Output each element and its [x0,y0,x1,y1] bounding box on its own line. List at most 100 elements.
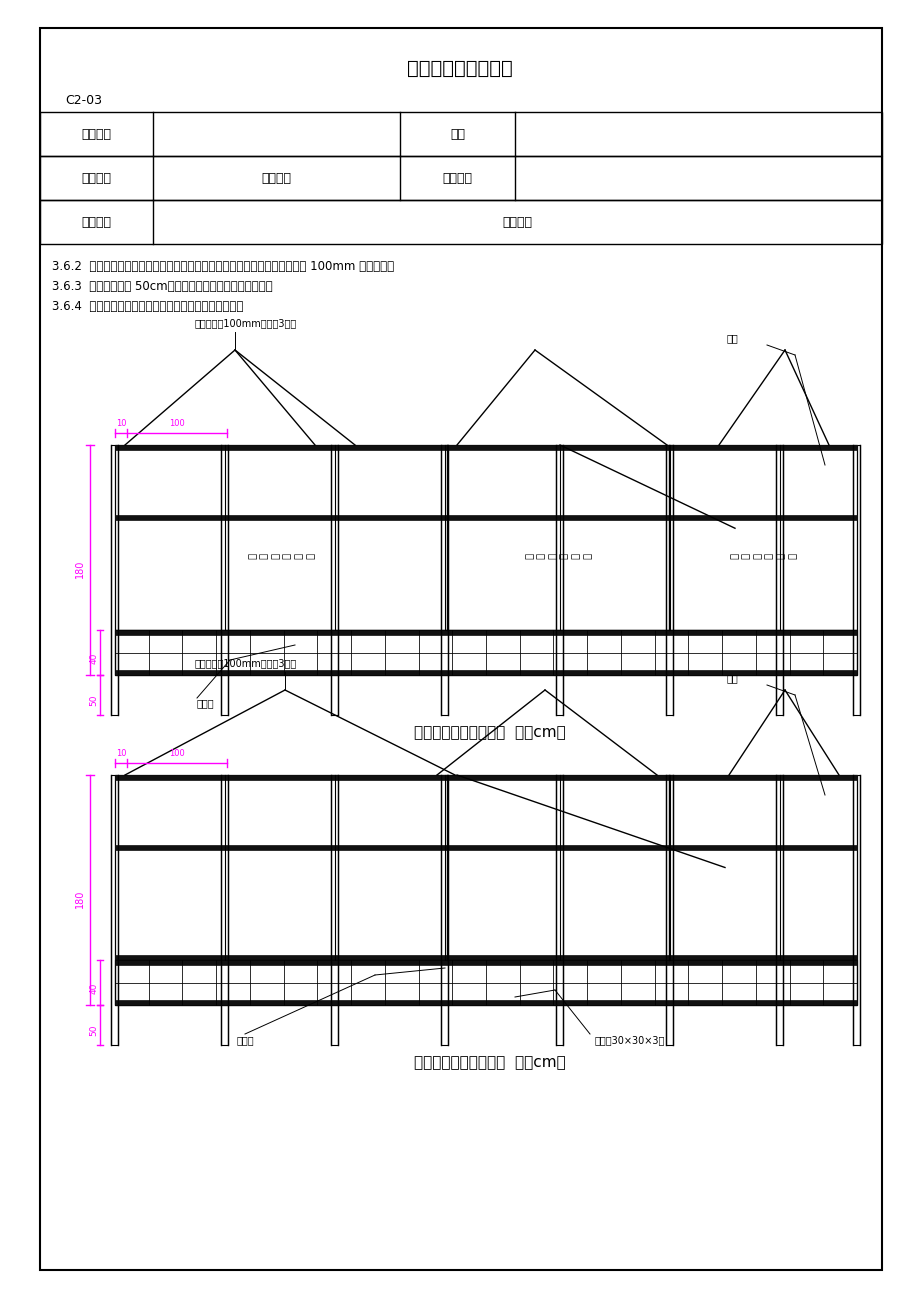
Bar [351,630,384,652]
Bar [586,630,620,652]
Bar [620,630,654,652]
Bar [853,775,859,1046]
Bar [687,983,721,1005]
Text: 基础墙: 基础墙 [197,698,214,708]
Bar [111,445,119,715]
Bar [149,983,182,1005]
Bar [755,960,789,983]
Bar [115,983,149,1005]
Bar [216,960,250,983]
Bar [221,445,228,715]
Bar [115,1000,857,1005]
Bar [687,630,721,652]
Bar [586,983,620,1005]
Bar [553,983,586,1005]
Bar [654,630,687,652]
Text: 交底项目: 交底项目 [82,172,111,185]
Text: 50: 50 [89,1025,98,1036]
Bar [519,630,553,652]
Bar [384,630,418,652]
Bar [755,652,789,674]
Bar [115,960,149,983]
Bar [111,775,119,1046]
Text: 编号: 编号 [449,128,464,141]
Bar [115,445,857,450]
Bar [317,652,351,674]
Bar [721,960,755,983]
Bar [384,983,418,1005]
Text: 交底内容: 交底内容 [82,216,111,228]
Bar [250,960,283,983]
Bar [789,960,823,983]
Bar [331,775,338,1046]
Text: 40: 40 [89,652,98,664]
Bar [519,960,553,983]
Bar [115,445,857,630]
Bar [553,652,586,674]
Bar [418,652,452,674]
Bar [250,983,283,1005]
Bar [115,960,857,965]
Bar [331,445,338,715]
Bar [115,630,857,635]
Bar [40,112,881,156]
Text: 50: 50 [89,695,98,707]
Text: 3.6.4  钢管与挡板及挡板之间用角铁（两道）电焊牢固。: 3.6.4 钢管与挡板及挡板之间用角铁（两道）电焊牢固。 [52,299,244,312]
Bar [823,652,857,674]
Bar [441,775,448,1046]
Text: 施工围挡安装图（背面  单位cm）: 施工围挡安装图（背面 单位cm） [414,1056,565,1070]
Bar [586,960,620,983]
Bar [317,983,351,1005]
Text: 10: 10 [116,749,126,758]
Text: 围挡工程: 围挡工程 [502,216,532,228]
Text: 构
建
和
谐
交
通: 构 建 和 谐 交 通 [728,553,796,559]
Bar [556,775,562,1046]
Bar [452,652,485,674]
Text: 10: 10 [116,419,126,428]
Bar [317,960,351,983]
Bar [115,652,149,674]
Bar [216,983,250,1005]
Text: 工程名称: 工程名称 [82,128,111,141]
Bar [250,652,283,674]
Bar [418,960,452,983]
Bar [115,775,857,960]
Bar [485,983,519,1005]
Bar [687,960,721,983]
Bar [283,983,317,1005]
Bar [721,983,755,1005]
Bar [441,445,448,715]
Bar [115,671,857,674]
Bar [452,630,485,652]
Text: 180: 180 [75,891,85,909]
Bar [519,983,553,1005]
Bar [853,445,859,715]
Bar [519,652,553,674]
Bar [485,960,519,983]
Bar [115,630,149,652]
Bar [687,652,721,674]
Text: 3.6.2  三块挡板为一组，带宣传标语挡板在中间，两侧为不带字挡板，两边立 100mm 钢管固定。: 3.6.2 三块挡板为一组，带宣传标语挡板在中间，两侧为不带字挡板，两边立 10… [52,259,393,272]
Text: 40: 40 [89,983,98,993]
Bar [182,630,216,652]
Text: 施工围挡: 施工围挡 [261,172,291,185]
Text: 100: 100 [169,749,185,758]
Bar [452,960,485,983]
Bar [384,960,418,983]
Bar [789,983,823,1005]
Bar [823,630,857,652]
Bar [115,960,857,1005]
Bar [654,652,687,674]
Bar [351,960,384,983]
Bar [283,960,317,983]
Text: 角铁（30×30×3）: 角铁（30×30×3） [595,1035,664,1046]
Bar [418,630,452,652]
Bar [553,630,586,652]
Bar [216,630,250,652]
Bar [418,983,452,1005]
Bar [586,652,620,674]
Bar [182,652,216,674]
Bar [283,652,317,674]
Bar [755,630,789,652]
Bar [789,630,823,652]
